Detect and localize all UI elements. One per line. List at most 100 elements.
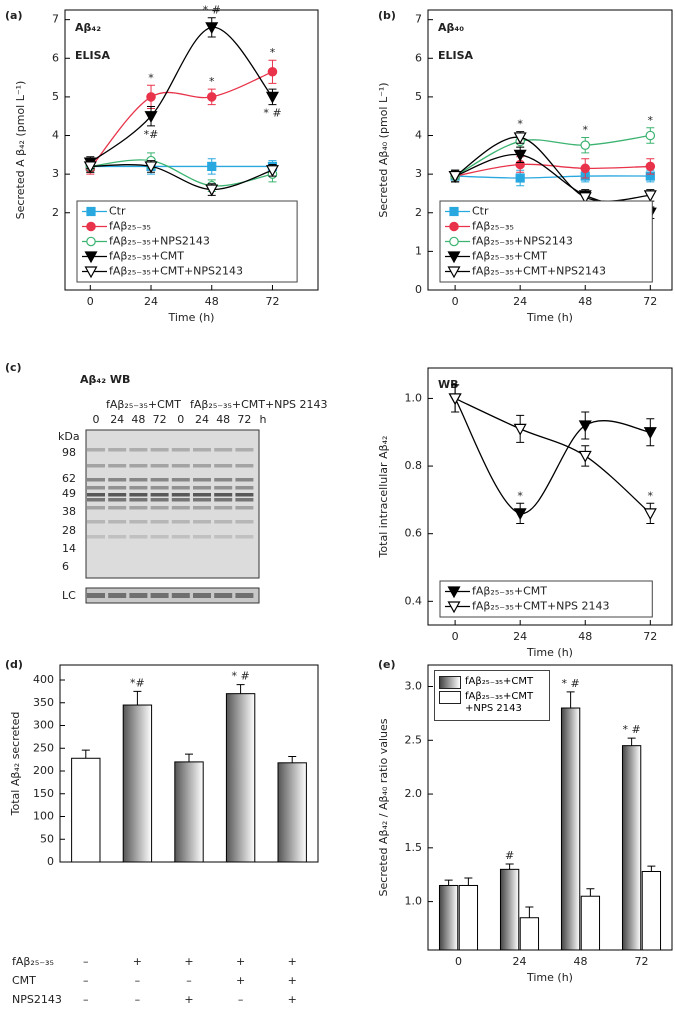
marker: [513, 508, 527, 521]
blot-band: [87, 448, 105, 452]
blot-band: [108, 448, 127, 452]
legend-label: fAβ₂₅₋₃₅+NPS2143: [109, 235, 210, 248]
y-tick-label: 2.5: [405, 733, 423, 746]
x-tick-label: 72: [643, 630, 657, 643]
blot-band: [150, 506, 169, 510]
x-tick-label: 72: [643, 295, 657, 308]
x-tick-label: 48: [578, 630, 592, 643]
blot-band: [193, 520, 211, 524]
legend-marker: [447, 601, 461, 614]
bar: [71, 757, 101, 863]
plot-frame: [427, 9, 673, 291]
bar: [225, 693, 256, 863]
condition-mark: –: [135, 993, 141, 1006]
marker: [578, 450, 592, 463]
legend-marker: [449, 206, 459, 217]
x-axis-label: Time (h): [168, 311, 215, 324]
panel-label: (c): [5, 361, 22, 374]
blot-band: [108, 535, 127, 539]
chart-title: Aβ₄₀: [438, 21, 464, 34]
blot-band: [129, 464, 148, 468]
condition-mark: +: [236, 974, 245, 987]
blot-band: [150, 448, 169, 452]
blot-lane: 72: [153, 413, 167, 426]
bar: [174, 761, 204, 863]
marker: [146, 92, 156, 102]
condition-mark: –: [186, 974, 192, 987]
legend-marker: [447, 251, 461, 264]
blot-band: [150, 535, 169, 539]
y-tick-label: 250: [33, 741, 54, 754]
blot-band: [129, 493, 148, 497]
x-tick-label: 0: [455, 955, 462, 968]
marker: [513, 423, 527, 436]
blot-band: [129, 535, 148, 539]
marker: [265, 91, 279, 104]
annotation: *: [648, 489, 654, 502]
bar: [458, 884, 479, 951]
error-bar: [81, 749, 90, 759]
marker: [515, 173, 525, 183]
bar: [277, 762, 307, 863]
y-tick-label: 0.6: [405, 527, 423, 540]
y-tick-label: 100: [33, 810, 54, 823]
condition-mark: +: [184, 993, 193, 1006]
annotation: *: [209, 75, 215, 88]
legend-marker: [86, 236, 96, 247]
blot-band: [214, 535, 233, 539]
y-tick-label: 6: [415, 51, 422, 64]
lc-band: [171, 593, 190, 598]
condition-mark: –: [135, 974, 141, 987]
x-tick-label: 48: [205, 295, 219, 308]
blot-band: [214, 486, 233, 490]
marker: [265, 165, 279, 178]
marker: [580, 163, 591, 174]
x-tick-label: 48: [574, 955, 588, 968]
plot-frame: [64, 9, 319, 291]
y-tick-label: 2: [52, 206, 59, 219]
blot-lane: 0: [93, 413, 100, 426]
y-tick-label: 7: [52, 13, 59, 26]
panel-label: (d): [5, 658, 23, 671]
blot-band: [108, 478, 127, 482]
legend-marker: [447, 266, 461, 279]
error-bar: [288, 755, 297, 763]
y-tick-label: 0.8: [405, 459, 423, 472]
blot-band: [235, 478, 254, 482]
blot-band: [171, 448, 190, 452]
y-tick-label: 7: [415, 13, 422, 26]
legend-marker: [84, 251, 98, 264]
y-tick-label: 150: [33, 787, 54, 800]
x-tick-label: 24: [144, 295, 158, 308]
legend-marker: [447, 586, 461, 599]
condition-mark: –: [83, 993, 89, 1006]
y-tick-label: 1.5: [405, 841, 423, 854]
blot-band: [150, 486, 169, 490]
blot-band: [193, 486, 211, 490]
panel-label: (e): [378, 658, 396, 671]
blot-lane: 48: [131, 413, 145, 426]
marker: [645, 161, 656, 172]
blot-band: [87, 478, 105, 482]
y-tick-label: 0.4: [405, 594, 423, 607]
y-axis-label: Total Aβ₄₂ secreted: [9, 712, 22, 817]
condition-mark: +: [288, 993, 297, 1006]
blot-band: [214, 448, 233, 452]
legend-marker: [86, 221, 96, 232]
x-tick-label: 48: [578, 295, 592, 308]
x-tick-label: 0: [452, 295, 459, 308]
lc-band: [129, 593, 148, 598]
blot-band: [87, 486, 105, 490]
bar: [621, 745, 642, 951]
kda-marker: 14: [62, 542, 76, 555]
legend-label: fAβ₂₅₋₃₅+CMT+NPS 2143: [472, 600, 610, 613]
annotation: *: [517, 118, 523, 131]
marker: [643, 427, 657, 439]
blot-band: [171, 478, 190, 482]
blot-band: [171, 520, 190, 524]
blot-band: [129, 478, 148, 482]
lc-band: [108, 593, 127, 598]
blot-band: [150, 520, 169, 524]
bar: [519, 917, 540, 951]
blot-band: [214, 520, 233, 524]
